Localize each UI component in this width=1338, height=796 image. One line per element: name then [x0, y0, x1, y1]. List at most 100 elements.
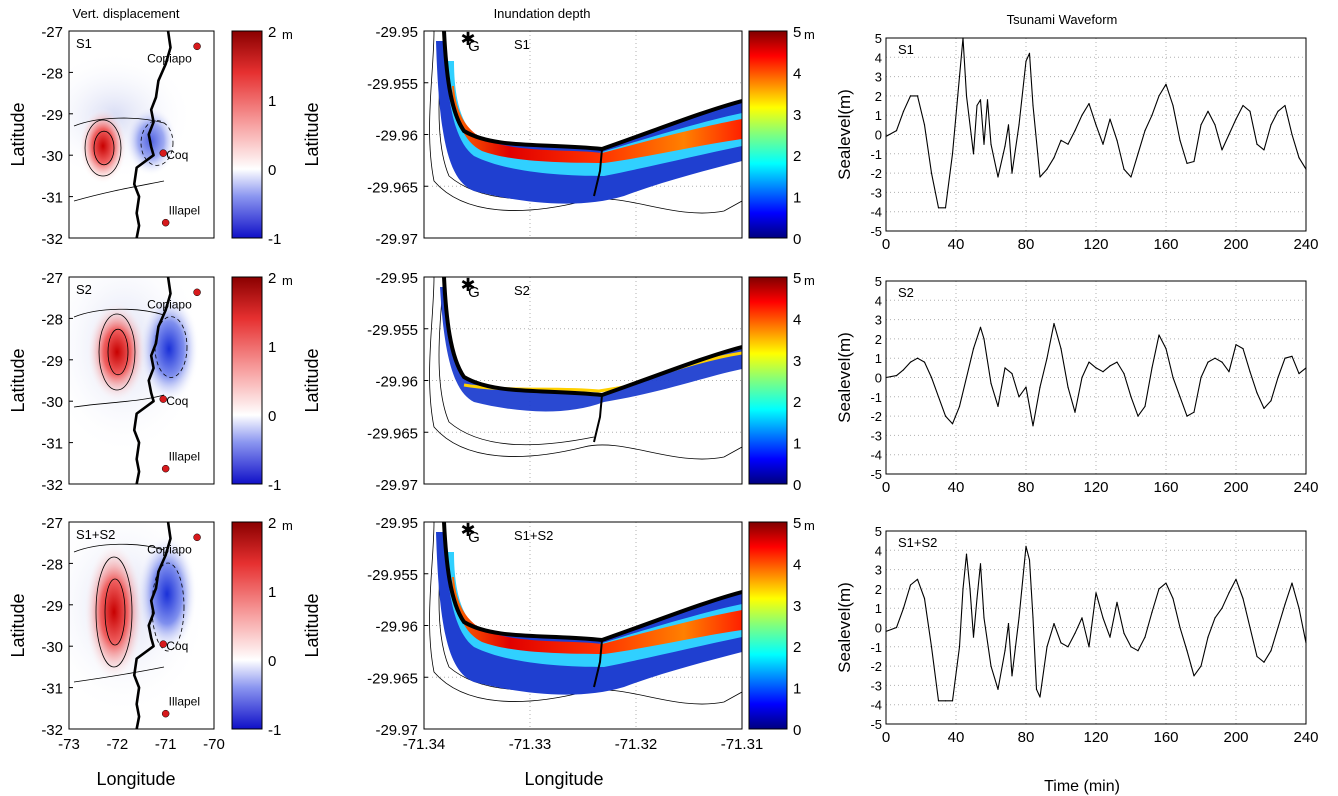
- waveform-panel-1: 0 40 80 120 160 200 240 5 4 3 2 1 0 -1 -2 -3 -4 -5 S1 Seale…: [835, 31, 1319, 253]
- sealevel-point: [902, 369, 905, 371]
- city-marker: [161, 709, 170, 718]
- y-tick-label: -2: [870, 659, 882, 674]
- sealevel-point: [1172, 376, 1174, 379]
- sealevel-point: [1165, 582, 1167, 584]
- city-label: Copiapo: [147, 51, 192, 65]
- sealevel-point: [1214, 357, 1216, 359]
- y-tick-label: -32: [41, 477, 63, 494]
- displacement-axes-box: [68, 521, 215, 730]
- y-tick-label: 4: [875, 50, 882, 65]
- subsidence-lobe: [137, 534, 197, 654]
- y-tick-label: -4: [870, 698, 882, 713]
- sealevel-point: [909, 361, 912, 363]
- y-tick-label: -1: [870, 640, 882, 655]
- sealevel-point: [1025, 545, 1027, 548]
- sealevel-point: [1263, 407, 1265, 409]
- x-tick-label: 120: [1083, 479, 1108, 496]
- y-axis-label: Sealevel(m): [835, 89, 854, 180]
- y-tick-label: -29.955: [367, 322, 418, 339]
- x-tick-label: -71.32: [615, 736, 658, 753]
- sealevel-point: [990, 665, 992, 667]
- y-tick-label: 4: [875, 293, 882, 308]
- coastline: [132, 522, 172, 729]
- sealevel-point: [1193, 160, 1195, 163]
- sealevel-point: [1151, 114, 1153, 116]
- sealevel-point: [979, 563, 982, 565]
- sealevel-point: [1179, 139, 1181, 141]
- colorbar-tick-label: 4: [793, 556, 801, 573]
- sealevel-point: [1130, 646, 1132, 648]
- y-tick-label: -30: [41, 639, 63, 656]
- sealevel-point: [1277, 376, 1279, 379]
- subsidence-lobe: [139, 294, 199, 404]
- sealevel-point: [937, 207, 940, 209]
- displacement-xlabel: Longitude: [96, 769, 175, 789]
- y-tick-label: -28: [41, 311, 63, 328]
- sealevel-point: [1193, 411, 1195, 413]
- y-tick-label: 5: [875, 524, 882, 539]
- sealevel-point: [895, 375, 898, 377]
- contour-ring-dashed: [140, 120, 174, 166]
- sealevel-point: [972, 348, 975, 350]
- y-tick-label: -29.955: [367, 567, 418, 584]
- inundation-title: Inundation depth: [494, 6, 591, 21]
- sealevel-point: [1053, 623, 1055, 625]
- y-tick-label: -28: [41, 556, 63, 573]
- contour-line: [73, 543, 165, 683]
- sealevel-point: [1298, 373, 1300, 375]
- y-tick-label: 2: [875, 332, 882, 347]
- y-tick-label: -30: [41, 148, 63, 165]
- sealevel-point: [1074, 632, 1076, 634]
- river-channel: [593, 639, 603, 688]
- x-tick-label: 80: [1018, 236, 1035, 253]
- sealevel-point: [1081, 617, 1083, 619]
- contour-ring: [98, 313, 136, 391]
- displacement-colorbar: [231, 521, 263, 730]
- inundation-panel-1: ✱G S1-29.95-29.955-29.96-29.965-29.97Lati…: [302, 24, 815, 248]
- uplift-lobe: [87, 302, 147, 402]
- sealevel-point: [969, 588, 971, 590]
- y-tick-label: 4: [875, 543, 882, 558]
- y-tick-label: -3: [870, 185, 882, 200]
- y-tick-label: -29.965: [367, 670, 418, 687]
- land-contour: [429, 522, 742, 705]
- colorbar-tick-label: 2: [268, 24, 276, 41]
- sealevel-point: [990, 382, 992, 384]
- y-tick-label: -4: [870, 205, 882, 220]
- y-tick-label: -3: [870, 428, 882, 443]
- sealevel-point: [1018, 124, 1020, 126]
- y-axis-label: Latitude: [302, 348, 322, 412]
- colorbar-tick-label: 1: [268, 584, 276, 601]
- y-axis-label: Latitude: [8, 102, 28, 166]
- sealevel-point: [1028, 52, 1031, 55]
- x-tick-label: -70: [203, 736, 225, 753]
- sealevel-point: [1130, 396, 1132, 398]
- sealevel-point: [923, 361, 926, 363]
- sealevel-point: [1081, 376, 1083, 379]
- colorbar-tick-label: 5: [793, 24, 801, 41]
- sealevel-point: [1095, 367, 1097, 369]
- city-label: Coq: [166, 394, 188, 408]
- sealevel-point: [1032, 425, 1034, 427]
- sealevel-point: [1032, 617, 1034, 619]
- contour-line: [73, 117, 165, 202]
- sealevel-point: [965, 553, 968, 555]
- sealevel-point: [1039, 176, 1041, 178]
- y-tick-label: -29: [41, 353, 63, 370]
- coastline: [442, 277, 742, 398]
- sealevel-point: [1053, 157, 1055, 159]
- x-tick-label: 120: [1083, 236, 1108, 253]
- x-tick-label: 0: [882, 479, 890, 496]
- sealevel-point: [1123, 168, 1125, 170]
- sealevel-point: [1186, 650, 1188, 652]
- sealevel-point: [1256, 143, 1258, 145]
- inundation-field: ✱G: [424, 277, 742, 484]
- sealevel-point: [1046, 357, 1048, 359]
- sealevel-point: [1109, 118, 1111, 120]
- y-tick-label: -31: [41, 436, 63, 453]
- sealevel-point: [1144, 130, 1146, 132]
- sealevel-point: [976, 597, 978, 600]
- city-label: Copiapo: [147, 542, 192, 556]
- waveform-axes-box: [885, 280, 1307, 475]
- colorbar-tick-label: 0: [268, 408, 276, 425]
